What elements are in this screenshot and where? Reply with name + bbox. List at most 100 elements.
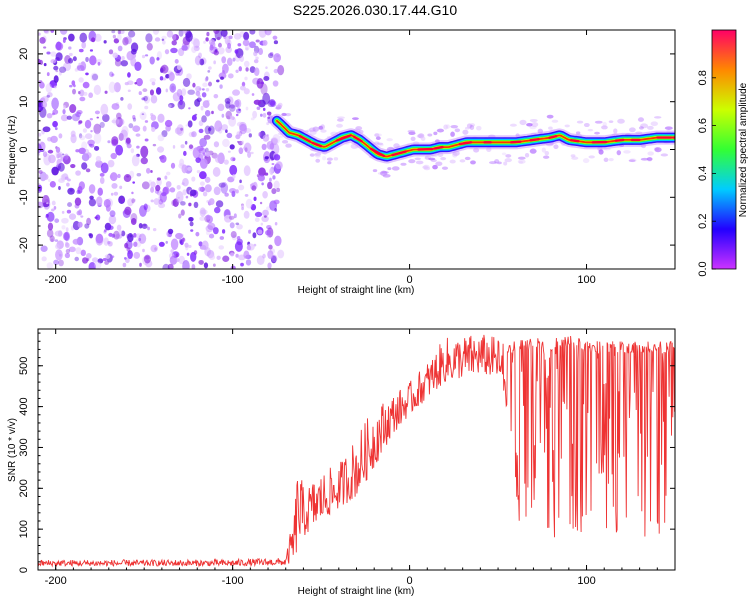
noise-speckle (195, 86, 202, 92)
noise-speckle (179, 100, 183, 106)
noise-speckle (230, 265, 236, 269)
noise-speckle (132, 181, 136, 184)
noise-speckle (71, 113, 80, 122)
noise-speckle (150, 199, 154, 203)
noise-speckle (79, 32, 88, 43)
noise-speckle (229, 144, 235, 150)
ridge-halo (582, 158, 590, 164)
noise-speckle (120, 96, 124, 101)
noise-speckle (265, 66, 268, 69)
spectrogram-xlabel: Height of straight line (km) (298, 285, 415, 296)
ridge-halo (650, 121, 659, 127)
noise-speckle (217, 42, 222, 48)
noise-speckle (175, 253, 179, 258)
noise-speckle (108, 214, 117, 225)
noise-speckle (205, 37, 209, 42)
ridge-halo (382, 173, 391, 178)
noise-speckle (118, 132, 124, 141)
noise-speckle (238, 184, 245, 191)
noise-speckle (172, 33, 177, 41)
noise-speckle (61, 217, 69, 224)
noise-speckle (239, 85, 246, 91)
noise-speckle (58, 66, 67, 73)
noise-speckle (273, 154, 281, 161)
noise-speckle (186, 73, 192, 80)
noise-speckle (187, 166, 193, 171)
noise-speckle (38, 32, 41, 36)
noise-speckle (89, 55, 97, 66)
noise-speckle (86, 253, 92, 259)
noise-speckle (244, 76, 248, 81)
noise-speckle (151, 81, 156, 86)
noise-speckle (244, 128, 252, 133)
noise-speckle (240, 262, 244, 267)
ridge-halo (519, 119, 527, 126)
noise-speckle (213, 50, 219, 56)
noise-speckle (243, 88, 250, 95)
noise-speckle (171, 40, 177, 46)
noise-speckle (199, 216, 205, 221)
noise-speckle (45, 83, 52, 93)
colorbar-frame (711, 29, 737, 270)
noise-speckle (140, 145, 149, 158)
noise-speckle (257, 80, 260, 85)
noise-speckle (65, 227, 69, 232)
noise-speckle (53, 75, 59, 83)
noise-speckle (127, 30, 136, 38)
noise-speckle (130, 218, 137, 225)
noise-speckle (218, 245, 225, 250)
noise-speckle (100, 103, 109, 116)
colorbar-ticks: 0.0 0.2 0.4 0.6 0.8 (697, 70, 716, 277)
noise-speckle (187, 89, 195, 95)
noise-speckle (55, 69, 59, 73)
noise-speckle (150, 169, 153, 173)
noise-speckle (201, 88, 205, 91)
noise-speckle (179, 95, 184, 102)
noise-speckle (203, 134, 211, 140)
noise-speckle (51, 97, 59, 110)
noise-speckle (131, 198, 135, 204)
ridge-halo (309, 153, 315, 157)
colorbar-gradient (712, 30, 736, 269)
ridge-halo (503, 161, 508, 166)
snr-ylabel: SNR (10 * v/v) (7, 418, 18, 482)
noise-speckle (142, 88, 148, 93)
ridge-halo (531, 121, 539, 128)
noise-speckle (253, 59, 259, 64)
noise-speckle (46, 72, 50, 77)
ridge-halo (637, 117, 645, 122)
ridge-halo (640, 123, 649, 129)
noise-speckle (116, 112, 122, 120)
noise-speckle (53, 259, 59, 266)
noise-speckle (89, 49, 94, 52)
noise-speckle (81, 162, 88, 170)
noise-speckle (113, 38, 120, 44)
noise-speckle (193, 45, 200, 52)
noise-speckle (242, 39, 250, 47)
ridge-halo (407, 130, 416, 133)
noise-speckle (113, 191, 119, 196)
noise-speckle (69, 84, 73, 88)
noise-speckle (112, 52, 118, 59)
noise-speckle (181, 237, 186, 243)
noise-speckle (238, 66, 242, 72)
noise-speckle (199, 207, 206, 217)
ridge-halo (529, 118, 538, 123)
ridge-halo (594, 120, 603, 124)
noise-speckle (47, 149, 54, 154)
noise-speckle (112, 117, 120, 125)
noise-speckle (66, 209, 72, 214)
noise-speckle (198, 259, 204, 265)
ridge-halo (386, 138, 393, 142)
ridge-halo (608, 120, 614, 123)
ridge-halo (553, 144, 559, 150)
ridge-halo (583, 122, 590, 128)
ridge-halo (320, 124, 325, 130)
noise-speckle (258, 30, 267, 38)
noise-speckle (93, 132, 102, 144)
noise-speckle (77, 221, 83, 228)
ridge-halo (526, 122, 533, 127)
noise-speckle (107, 140, 111, 144)
ridge-halo (469, 124, 475, 130)
